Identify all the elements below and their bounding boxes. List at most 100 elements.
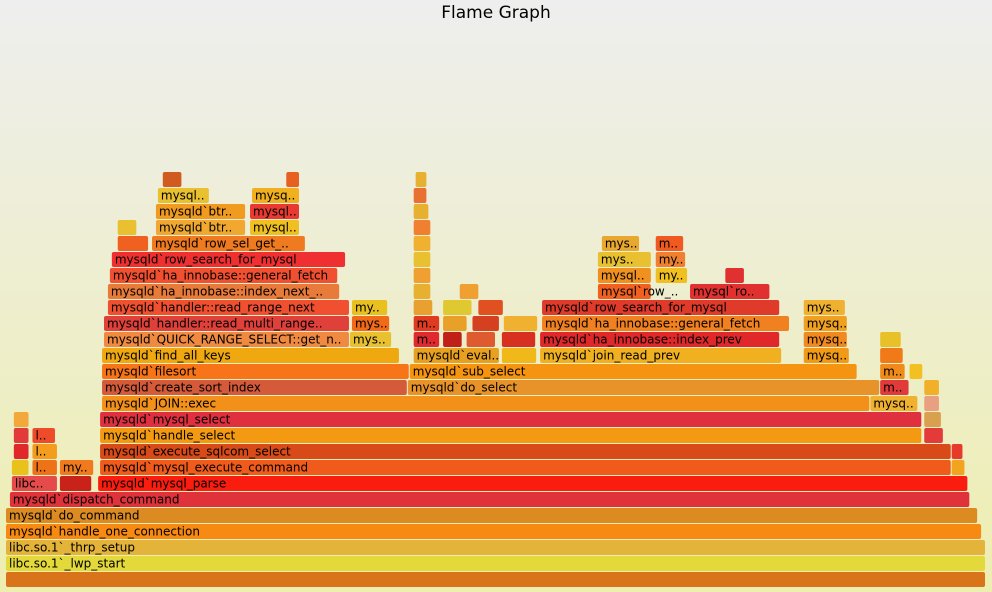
frame-label: mysqld`execute_sqlcom_select	[103, 445, 291, 459]
frame-box	[152, 236, 305, 251]
frame-box	[6, 556, 985, 571]
frame	[472, 316, 499, 331]
frame	[413, 268, 431, 283]
frame: mysqld`filesort	[102, 364, 409, 379]
frame-box	[597, 252, 651, 267]
frame-label: mysq..	[807, 333, 847, 347]
frame-box	[924, 412, 941, 427]
frame-box	[111, 252, 346, 267]
frame-label: my..	[659, 253, 684, 267]
frame-box	[909, 364, 923, 379]
frame: mysql`ro..	[690, 284, 770, 299]
frame: mysqld`join_read_prev	[540, 348, 782, 363]
frame-box	[409, 364, 857, 379]
frame-box	[413, 220, 431, 235]
frame-box	[803, 332, 847, 347]
frame: mysqld`ha_innobase::index_prev	[540, 332, 780, 347]
frame-box	[501, 332, 536, 347]
frame-box	[155, 204, 246, 219]
frame	[459, 284, 479, 299]
frame-label: mysql`ro..	[693, 285, 754, 299]
frame-box	[413, 204, 429, 219]
frame: mys..	[349, 332, 392, 347]
frame: m..	[413, 316, 440, 331]
frame-label: mysq..	[873, 397, 913, 411]
frame-box	[413, 188, 427, 203]
frame-label: mysqld`sub_select	[413, 365, 526, 379]
frame-box	[102, 348, 399, 363]
frame: mysqld`row_sel_get_..	[152, 236, 305, 251]
frame: mysql..	[250, 220, 299, 235]
frame-label: mysqld`mysql_select	[103, 413, 231, 427]
frame-label: mysqld`ha_innobase::index_next_..	[111, 285, 323, 299]
frame: mysqld`JOIN::exec	[102, 396, 870, 411]
frame-box	[459, 284, 479, 299]
frame-label: mysqld`ha_innobase::general_fetch	[545, 317, 760, 331]
frame	[725, 268, 744, 283]
frame-box	[157, 188, 209, 203]
frame	[11, 460, 29, 475]
frame-label: mysqld`mysql_execute_command	[103, 461, 308, 475]
frame: m..	[880, 380, 909, 395]
frame-box	[542, 316, 789, 331]
frame-label: mysqld`row_search_for_mysql	[545, 301, 727, 315]
frame-box	[6, 508, 978, 523]
frame-box	[351, 316, 390, 331]
frame-box	[597, 268, 651, 283]
frame-label: mysql..	[253, 205, 297, 219]
frame-label: my..	[355, 301, 380, 315]
frame-box	[250, 204, 299, 219]
frame	[880, 332, 901, 347]
frame: libc..	[11, 476, 57, 491]
frame	[162, 172, 182, 187]
frame-box	[107, 300, 349, 315]
frame	[501, 348, 537, 363]
frame	[478, 300, 503, 315]
frame: mysqld`btr..	[155, 204, 246, 219]
frame-box	[32, 460, 57, 475]
frame-box	[100, 412, 922, 427]
frame	[413, 236, 431, 251]
frame-box	[478, 300, 503, 315]
frame-label: mysqld`mysql_parse	[101, 477, 226, 491]
frame-box	[102, 380, 407, 395]
frame-box	[655, 236, 684, 251]
frame-label: mysql..	[161, 189, 205, 203]
frame-label: mysqld`btr..	[159, 205, 232, 219]
frame-box	[104, 316, 349, 331]
frame-label: mysq..	[807, 317, 847, 331]
frame	[117, 220, 137, 235]
frame-box	[880, 348, 903, 363]
frame-label: m..	[417, 333, 436, 347]
frame-box	[951, 444, 963, 459]
frame-label: mysqld`ha_innobase::general_fetch	[113, 269, 328, 283]
frame-label: mysqld`row_sel_get_..	[155, 237, 289, 251]
frame-label: m..	[659, 237, 678, 251]
frame: l..	[32, 460, 57, 475]
frame-box	[349, 332, 392, 347]
frame-box	[690, 284, 770, 299]
frame-box	[472, 316, 499, 331]
frame-box	[655, 252, 686, 267]
frame-box	[542, 300, 780, 315]
frame-box	[540, 348, 782, 363]
frame: mysq..	[803, 348, 849, 363]
frame-label: my..	[63, 461, 88, 475]
frame-box	[924, 380, 939, 395]
frame-box	[100, 428, 922, 443]
frame: m..	[413, 332, 440, 347]
frame	[413, 300, 433, 315]
frame-box	[251, 188, 299, 203]
frame: mysqld`handler::read_range_next	[107, 300, 349, 315]
frame-label: mys..	[355, 317, 388, 331]
frame-box	[32, 444, 57, 459]
frame: mys..	[803, 300, 845, 315]
frame-label: m..	[883, 381, 902, 395]
frame	[924, 380, 939, 395]
frame-box	[117, 220, 137, 235]
frame	[6, 572, 985, 587]
frame: mys..	[597, 252, 651, 267]
frame	[951, 444, 963, 459]
frame-box	[13, 444, 29, 459]
frame	[443, 332, 462, 347]
